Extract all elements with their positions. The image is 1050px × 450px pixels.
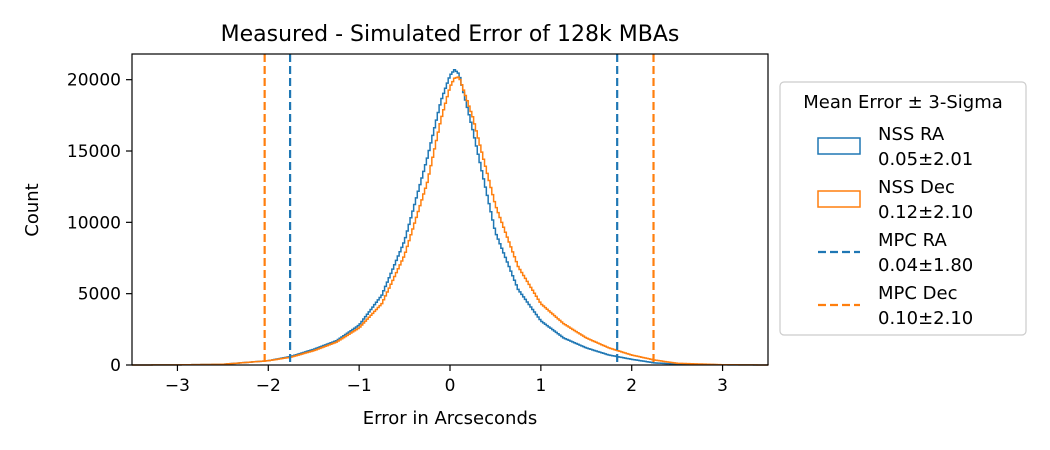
legend-entry-nss-dec: NSS Dec 0.12±2.10 bbox=[817, 177, 973, 223]
y-tick-label: 5000 bbox=[78, 285, 121, 305]
plot-area: −3 −2 −1 0 1 2 3 0 5000 10000 15000 20000 bbox=[67, 53, 769, 396]
x-tick-label: −2 bbox=[256, 376, 281, 396]
legend-label: NSS Dec bbox=[878, 177, 955, 198]
x-axis-label: Error in Arcseconds bbox=[363, 408, 538, 429]
x-tick-label: 0 bbox=[445, 376, 456, 396]
legend-entry-mpc-ra: MPC RA 0.04±1.80 bbox=[818, 230, 973, 276]
legend-label: MPC Dec bbox=[878, 283, 958, 304]
y-tick-label: 15000 bbox=[67, 142, 121, 162]
legend-value: 0.05±2.01 bbox=[878, 149, 973, 170]
legend-title: Mean Error ± 3-Sigma bbox=[803, 92, 1003, 113]
chart-title: Measured - Simulated Error of 128k MBAs bbox=[221, 22, 680, 47]
legend-entry-mpc-dec: MPC Dec 0.10±2.10 bbox=[818, 283, 973, 329]
axes-frame bbox=[131, 53, 769, 366]
x-tick-label: 3 bbox=[717, 376, 728, 396]
histogram-nss-ra bbox=[132, 68, 768, 366]
x-tick-label: −3 bbox=[165, 376, 190, 396]
x-tick-label: 2 bbox=[626, 376, 637, 396]
legend-entry-nss-ra: NSS RA 0.05±2.01 bbox=[817, 124, 973, 170]
legend-value: 0.04±1.80 bbox=[878, 255, 973, 276]
legend-label: MPC RA bbox=[878, 230, 947, 251]
y-axis-label: Count bbox=[22, 183, 43, 236]
legend-label: NSS RA bbox=[878, 124, 945, 145]
legend: Mean Error ± 3-Sigma NSS RA0.05±2.01NSS … bbox=[779, 81, 1027, 336]
y-tick-label: 0 bbox=[110, 356, 121, 376]
histogram-nss-dec bbox=[132, 76, 769, 366]
x-tick-label: 1 bbox=[535, 376, 546, 396]
y-tick-label: 20000 bbox=[67, 71, 121, 91]
legend-value: 0.12±2.10 bbox=[878, 202, 973, 223]
legend-swatch bbox=[817, 137, 861, 155]
x-tick-label: −1 bbox=[347, 376, 372, 396]
legend-frame bbox=[779, 81, 1027, 336]
y-tick-label: 10000 bbox=[67, 213, 121, 233]
legend-swatch bbox=[817, 190, 861, 208]
legend-entries: NSS RA 0.05±2.01 NSS Dec 0.12±2.10 MPC RA 0.0… bbox=[817, 124, 973, 329]
legend-value: 0.10±2.10 bbox=[878, 308, 973, 329]
